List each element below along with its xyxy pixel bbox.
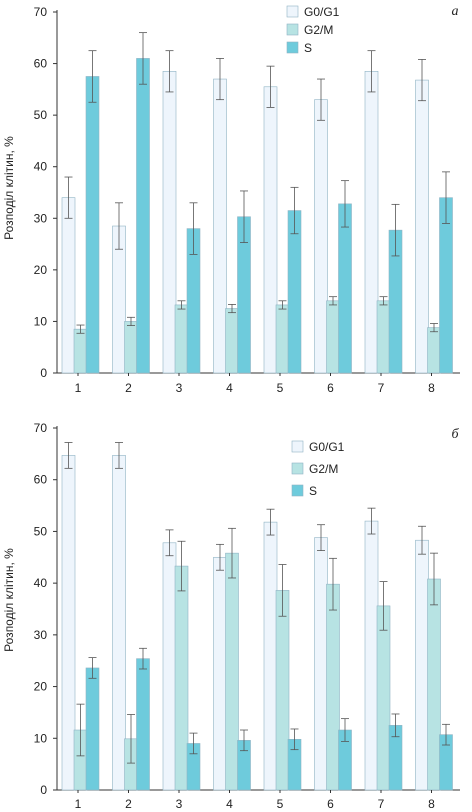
- bar-g2-m-7: [376, 300, 391, 374]
- bar-g0-g1-7: [364, 520, 379, 791]
- x-tick-label: 4: [226, 797, 233, 811]
- y-tick-label: 30: [34, 211, 48, 225]
- x-tick-label: 2: [125, 381, 132, 395]
- bar-g2-m-2: [124, 321, 138, 374]
- x-tick-label: 5: [277, 797, 284, 811]
- legend-label: G0/G1: [304, 5, 340, 19]
- bar-g2-m-8: [427, 578, 441, 791]
- legend-swatch: [291, 484, 304, 497]
- legend-label: S: [304, 41, 312, 55]
- y-tick-label: 20: [34, 263, 48, 277]
- bar-g2-m-8: [427, 327, 441, 374]
- x-tick-label: 3: [176, 797, 183, 811]
- legend-swatch: [291, 462, 304, 475]
- bar-g0-g1-5: [263, 521, 278, 791]
- x-tick-label: 7: [378, 797, 385, 811]
- bar-g2-m-6: [326, 583, 340, 791]
- bar-g2-m-4: [225, 552, 239, 791]
- chart-panel-2: 0 10 20 30 40 50 60 70 Розподіл клітин, % б 1 2 3 4 5 6…: [2, 421, 460, 811]
- legend-swatch: [286, 23, 299, 36]
- x-tick-label: 1: [75, 797, 82, 811]
- y-axis-label: Розподіл клітин, %: [2, 548, 16, 652]
- bar-g0-g1-6: [314, 99, 328, 374]
- x-tick-label: 3: [176, 381, 183, 395]
- x-tick-label: 8: [428, 381, 435, 395]
- bar-g0-g1-7: [364, 71, 379, 374]
- bar-g2-m-5: [275, 590, 290, 791]
- y-tick-label: 10: [34, 314, 48, 328]
- x-tick-label: 6: [327, 797, 334, 811]
- bar-g0-g1-3: [162, 71, 177, 374]
- y-tick-label: 40: [34, 160, 48, 174]
- y-tick-label: 70: [34, 421, 48, 435]
- panel-label: а: [452, 4, 459, 19]
- x-tick-label: 6: [327, 381, 334, 395]
- legend: G0/G1 G2/M S: [286, 5, 340, 55]
- legend-swatch: [291, 440, 304, 453]
- chart-panel-1: 0 10 20 30 40 50 60 70 Розподіл клітин, % а 1 2 3 4 5 6…: [2, 4, 460, 395]
- bar-s-1: [85, 667, 100, 791]
- bar-g2-m-4: [225, 308, 239, 374]
- bar-s-5: [287, 210, 302, 374]
- bar-g0-g1-2: [112, 455, 126, 791]
- y-tick-label: 40: [34, 576, 48, 590]
- bar-g0-g1-1: [61, 455, 76, 791]
- bar-g2-m-3: [174, 565, 189, 791]
- bar-g2-m-1: [73, 328, 88, 374]
- y-tick-label: 50: [34, 524, 48, 538]
- y-tick-label: 70: [34, 5, 48, 19]
- y-tick-label: 60: [34, 57, 48, 71]
- y-tick-label: 0: [40, 783, 47, 797]
- bar-g0-g1-5: [263, 86, 278, 374]
- y-tick-label: 20: [34, 680, 48, 694]
- legend-swatch: [286, 41, 299, 54]
- x-tick-label: 4: [226, 381, 233, 395]
- bar-g0-g1-8: [415, 539, 429, 791]
- bar-g2-m-6: [326, 300, 340, 374]
- x-tick-label: 2: [125, 797, 132, 811]
- bar-s-2: [136, 658, 150, 791]
- legend-label: G0/G1: [309, 440, 345, 454]
- y-tick-label: 60: [34, 473, 48, 487]
- legend-swatch: [286, 5, 299, 18]
- bar-g0-g1-4: [213, 78, 227, 374]
- bar-s-2: [136, 58, 150, 374]
- bar-s-8: [439, 197, 453, 374]
- bar-g2-m-5: [275, 304, 290, 374]
- panel-label: б: [451, 427, 459, 442]
- bar-g2-m-7: [376, 605, 391, 791]
- y-tick-label: 0: [40, 366, 47, 380]
- bar-s-6: [338, 203, 352, 374]
- x-tick-label: 1: [75, 381, 82, 395]
- legend-label: S: [309, 484, 317, 498]
- y-axis-label: Розподіл клітин, %: [2, 136, 16, 240]
- x-tick-label: 8: [428, 797, 435, 811]
- bar-g0-g1-8: [415, 79, 429, 374]
- legend-label: G2/M: [309, 462, 338, 476]
- legend: G0/G1 G2/M S: [291, 440, 345, 498]
- bar-g0-g1-1: [61, 197, 76, 374]
- bar-g0-g1-6: [314, 537, 328, 791]
- y-tick-label: 10: [34, 731, 48, 745]
- x-tick-label: 7: [378, 381, 385, 395]
- legend-label: G2/M: [304, 23, 333, 37]
- bar-g2-m-3: [174, 304, 189, 374]
- bar-s-1: [85, 76, 100, 374]
- bar-g0-g1-3: [162, 542, 177, 791]
- bar-g0-g1-4: [213, 556, 227, 791]
- x-tick-label: 5: [277, 381, 284, 395]
- y-tick-label: 50: [34, 108, 48, 122]
- y-tick-label: 30: [34, 628, 48, 642]
